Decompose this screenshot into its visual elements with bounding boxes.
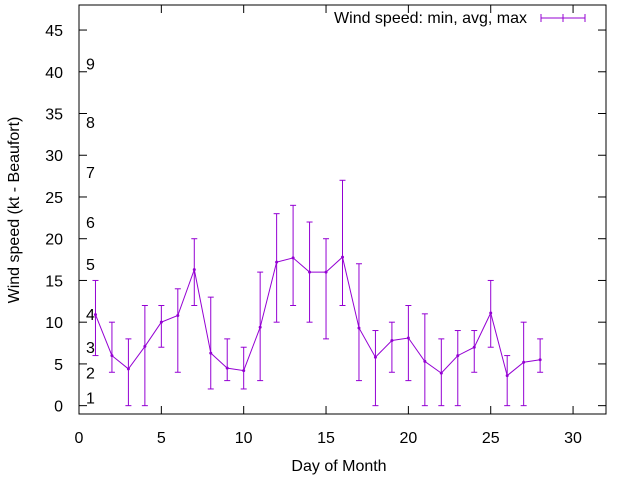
y-tick-label: 10 — [45, 315, 63, 332]
data-point — [308, 270, 312, 274]
y-tick-label: 25 — [45, 190, 63, 207]
beaufort-scale-labels: 1 2 3 4 5 6 7 8 9 — [86, 56, 95, 407]
y-tick-label: 0 — [54, 399, 63, 416]
x-tick-label: 15 — [317, 430, 335, 447]
data-point — [192, 268, 196, 272]
beaufort-label: 3 — [86, 340, 95, 357]
beaufort-label: 9 — [86, 56, 95, 73]
y-tick-label: 35 — [45, 107, 63, 124]
y-axis-label: Wind speed (kt - Beaufort) — [6, 117, 23, 304]
x-tick-label: 30 — [564, 430, 582, 447]
beaufort-label: 7 — [86, 165, 95, 182]
legend-label: Wind speed: min, avg, max — [334, 10, 527, 27]
x-axis: 0 5 10 15 20 25 30 — [75, 5, 582, 447]
data-point — [110, 354, 114, 358]
data-point — [93, 313, 97, 317]
data-point — [126, 367, 130, 371]
x-tick-label: 25 — [482, 430, 500, 447]
data-point — [505, 374, 509, 378]
data-point — [242, 369, 246, 373]
data-point — [324, 270, 328, 274]
x-axis-label: Day of Month — [291, 458, 386, 475]
y-tick-label: 5 — [54, 357, 63, 374]
data-point — [357, 326, 361, 330]
x-tick-label: 0 — [75, 430, 84, 447]
data-point — [522, 360, 526, 364]
data-point — [423, 359, 427, 363]
data-point — [373, 355, 377, 359]
data-point — [275, 260, 279, 264]
data-point — [406, 336, 410, 340]
data-point — [258, 325, 262, 329]
data-point — [456, 354, 460, 358]
y-tick-label: 40 — [45, 65, 63, 82]
data-point — [390, 339, 394, 343]
x-tick-label: 10 — [235, 430, 253, 447]
x-tick-label: 20 — [399, 430, 417, 447]
series-line-avg — [95, 256, 541, 377]
data-point — [538, 358, 542, 362]
data-point — [225, 366, 229, 370]
y-tick-label: 45 — [45, 23, 63, 40]
data-point — [439, 371, 443, 375]
data-point — [176, 314, 180, 318]
beaufort-label: 6 — [86, 215, 95, 232]
data-point — [472, 345, 476, 349]
data-point — [159, 320, 163, 324]
data-point — [489, 311, 493, 315]
beaufort-label: 1 — [86, 390, 95, 407]
legend: Wind speed: min, avg, max — [334, 10, 586, 27]
x-tick-label: 5 — [157, 430, 166, 447]
beaufort-label: 2 — [86, 365, 95, 382]
y-tick-label: 30 — [45, 148, 63, 165]
data-point — [341, 255, 344, 259]
series-layer — [92, 179, 544, 407]
plot-frame — [78, 4, 607, 415]
beaufort-label: 4 — [86, 307, 95, 324]
beaufort-label: 8 — [86, 115, 95, 132]
data-point — [209, 351, 213, 355]
data-point — [143, 344, 147, 348]
y-tick-label: 15 — [45, 273, 63, 290]
beaufort-label: 5 — [86, 257, 95, 274]
data-point — [291, 256, 295, 260]
y-tick-label: 20 — [45, 232, 63, 249]
